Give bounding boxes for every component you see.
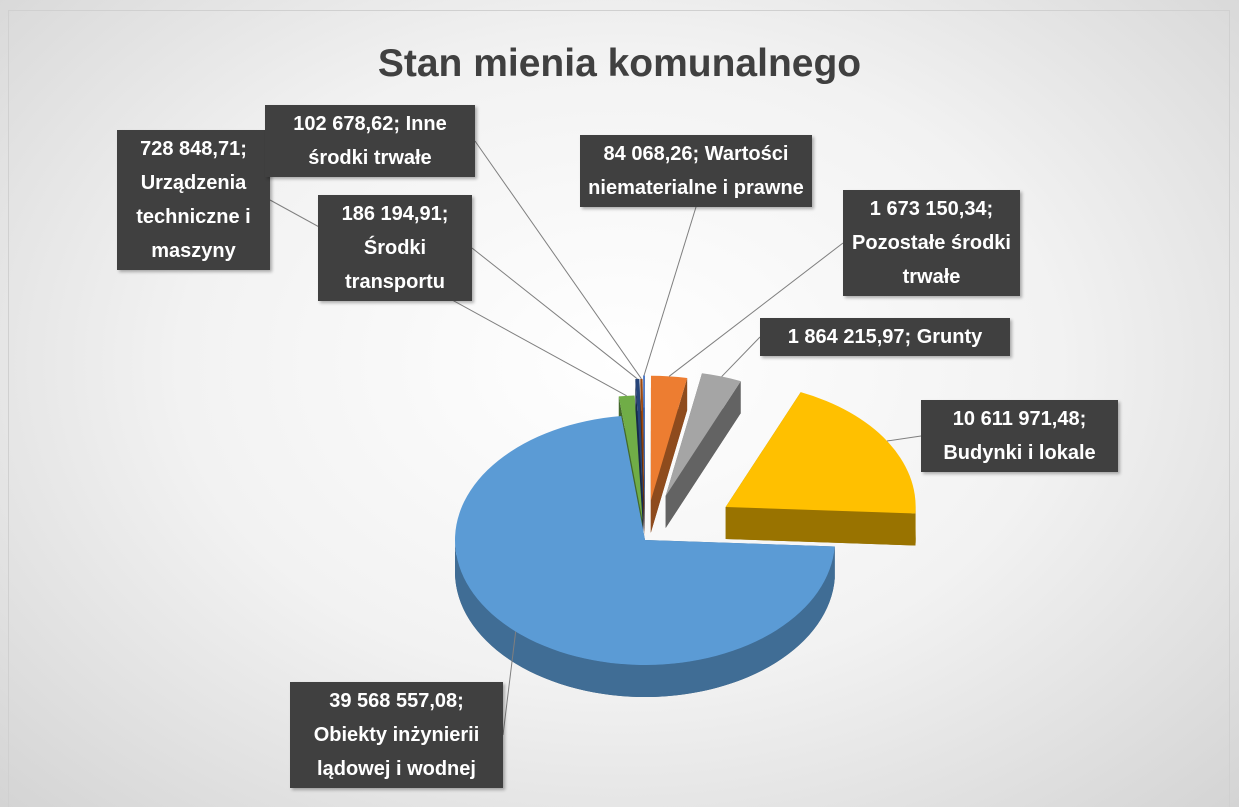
data-label: 1 673 150,34; Pozostałe środki trwałe: [843, 190, 1020, 296]
value-label: 1 864 215,97;: [787, 326, 912, 348]
category-label: Inne środki trwałe: [308, 113, 447, 169]
slice-side: [640, 378, 645, 536]
category-label: Budynki i lokale: [943, 442, 1096, 464]
leader-line: [643, 206, 697, 376]
chart-title: Stan mienia komunalnego: [377, 42, 862, 85]
data-label: 39 568 557,08; Obiekty inżynierii lądowe…: [290, 682, 503, 788]
leader-line: [502, 631, 517, 736]
slice: [643, 375, 645, 501]
leader-line: [474, 140, 642, 380]
value-label: 84 068,26;: [603, 143, 700, 165]
data-label: 102 678,62; Inne środki trwałe: [265, 105, 475, 177]
category-label: Środki transportu: [345, 237, 445, 293]
slice-side: [650, 378, 688, 533]
data-label: 1 864 215,97; Grunty: [760, 318, 1010, 356]
value-label: 186 194,91;: [341, 203, 449, 225]
slice: [635, 378, 644, 504]
category-label: Obiekty inżynierii lądowej i wodnej: [313, 724, 480, 780]
slice-side: [635, 378, 644, 536]
slice-side: [643, 375, 645, 533]
data-label: 186 194,91; Środki transportu: [318, 195, 472, 301]
category-label: Grunty: [916, 326, 983, 348]
value-label: 39 568 557,08;: [329, 690, 464, 712]
data-label: 84 068,26; Wartości niematerialne i praw…: [580, 135, 812, 207]
slice: [618, 395, 643, 521]
value-label: 10 611 971,48;: [952, 408, 1087, 430]
slice: [640, 378, 645, 504]
category-label: Urządzenia techniczne i maszyny: [136, 172, 251, 262]
category-label: Pozostałe środki trwałe: [852, 232, 1011, 288]
value-label: 1 673 150,34;: [869, 198, 994, 220]
slice-tops: [455, 373, 916, 665]
slice: [665, 373, 741, 496]
leader-line: [721, 336, 761, 377]
slice: [650, 375, 688, 501]
leader-line: [668, 242, 844, 377]
data-label: 10 611 971,48; Budynki i lokale: [921, 400, 1118, 472]
slice-side: [455, 540, 835, 698]
category-label: Wartości niematerialne i prawne: [588, 143, 804, 199]
slice: [725, 392, 916, 514]
leader-line: [471, 247, 638, 380]
data-label: 728 848,71; Urządzenia techniczne i masz…: [117, 130, 270, 270]
slice-side: [725, 506, 916, 546]
value-label: 102 678,62;: [293, 113, 401, 135]
chart-frame: [8, 10, 1230, 807]
leader-line: [886, 435, 922, 442]
slice-side: [665, 381, 741, 528]
value-label: 728 848,71;: [140, 138, 247, 160]
slice: [455, 415, 835, 665]
